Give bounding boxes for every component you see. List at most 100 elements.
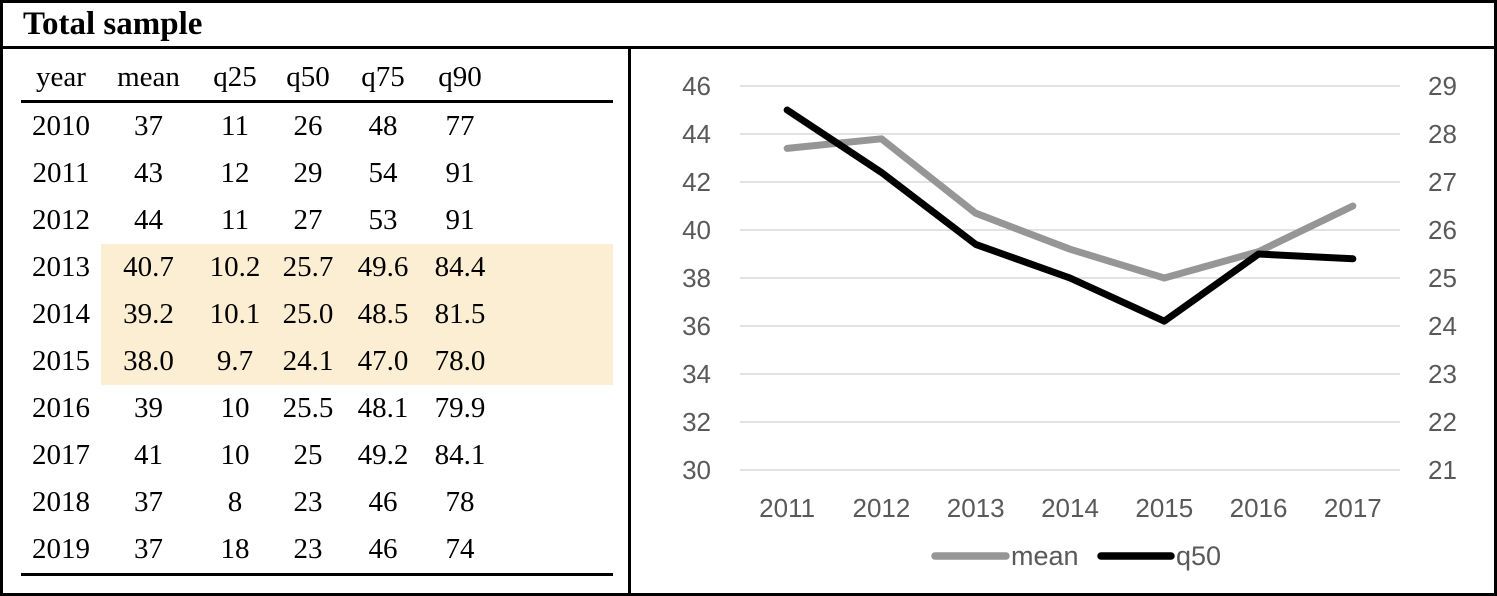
- value-cell: 84.1: [434, 439, 486, 471]
- value-cell: [496, 291, 613, 338]
- value-cell: 41: [134, 439, 163, 471]
- legend-label-q50: q50: [1176, 541, 1221, 571]
- value-cell: 77: [445, 110, 475, 142]
- table-header: year mean q25 q50 q75 q90: [21, 55, 613, 103]
- y-axis-tick-right: 23: [1428, 359, 1457, 389]
- x-axis-tick: 2016: [1230, 493, 1288, 523]
- value-cell: 26: [293, 110, 323, 142]
- panel-title: Total sample: [23, 6, 203, 42]
- value-cell: 79.9: [434, 392, 486, 424]
- legend-label-mean: mean: [1011, 541, 1079, 571]
- value-cell: [496, 385, 613, 432]
- table-header-cell: q50: [274, 55, 342, 103]
- value-cell: 84.4: [424, 244, 496, 291]
- value-cell: [496, 479, 613, 526]
- x-axis-tick: 2012: [853, 493, 911, 523]
- y-axis-tick-left: 38: [682, 263, 711, 293]
- y-axis-tick-left: 44: [682, 119, 711, 149]
- value-cell: 25.5: [282, 392, 334, 424]
- table-row: 2018 37 8 23 46 78: [21, 479, 613, 526]
- title-divider-line: [3, 46, 1494, 49]
- x-axis-tick: 2017: [1324, 493, 1382, 523]
- value-cell: 53: [368, 204, 398, 236]
- value-cell: 91: [445, 157, 475, 189]
- value-cell: 11: [221, 110, 249, 142]
- table-header-cell: q90: [424, 55, 496, 103]
- y-axis-tick-left: 30: [682, 455, 711, 485]
- value-cell: 81.5: [424, 291, 496, 338]
- value-cell: 11: [221, 204, 249, 236]
- y-axis-tick-right: 25: [1428, 263, 1457, 293]
- value-cell: 74: [424, 526, 496, 576]
- y-axis-tick-right: 21: [1428, 455, 1457, 485]
- table-row: 2010 37 11 26 48 77: [21, 102, 613, 151]
- y-axis-tick-left: 46: [682, 71, 711, 101]
- table-row: 2012 44 11 27 53 91: [21, 197, 613, 244]
- y-axis-tick-right: 26: [1428, 215, 1457, 245]
- y-axis-tick-right: 27: [1428, 167, 1457, 197]
- panel-divider-line: [628, 49, 631, 593]
- table-body: 2010 37 11 26 48 77 2011 43 12 29 54 91 2012 44 11 27 53…: [21, 102, 613, 576]
- value-cell: 46: [342, 526, 424, 576]
- year-cell: 2013: [32, 251, 90, 283]
- value-cell: [496, 526, 613, 576]
- value-cell: [496, 338, 613, 385]
- year-cell: 2012: [32, 204, 90, 236]
- value-cell: 47.0: [342, 338, 424, 385]
- value-cell: 39.2: [101, 291, 196, 338]
- value-cell: 49.6: [342, 244, 424, 291]
- value-cell: 23: [274, 526, 342, 576]
- summary-stats-table: year mean q25 q50 q75 q90 2010 37 11 26 48 77 2011 4…: [21, 55, 613, 576]
- year-cell: 2016: [32, 392, 90, 424]
- year-cell: 2011: [32, 157, 90, 189]
- value-cell: 10.1: [196, 291, 274, 338]
- value-cell: 38.0: [101, 338, 196, 385]
- value-cell: 27: [293, 204, 323, 236]
- y-axis-tick-right: 29: [1428, 71, 1457, 101]
- value-cell: 48: [368, 110, 398, 142]
- table-header-row: year mean q25 q50 q75 q90: [21, 55, 613, 103]
- table-header-cell: [496, 55, 613, 103]
- value-cell: 9.7: [196, 338, 274, 385]
- y-axis-tick-right: 28: [1428, 119, 1457, 149]
- year-cell: 2019: [21, 526, 101, 576]
- y-axis-tick-left: 34: [682, 359, 711, 389]
- value-cell: 12: [220, 157, 250, 189]
- year-cell: 2018: [32, 486, 90, 518]
- value-cell: 37: [101, 526, 196, 576]
- table-header-cell: year: [21, 55, 101, 103]
- value-cell: [496, 244, 613, 291]
- y-axis-tick-right: 22: [1428, 407, 1457, 437]
- value-cell: 78.0: [424, 338, 496, 385]
- value-cell: 39: [134, 392, 163, 424]
- value-cell: 25.7: [274, 244, 342, 291]
- table-row: 2014 39.2 10.1 25.0 48.5 81.5: [21, 291, 613, 338]
- value-cell: 40.7: [101, 244, 196, 291]
- value-cell: 48.5: [342, 291, 424, 338]
- table-row: 2011 43 12 29 54 91: [21, 150, 613, 197]
- value-cell: 37: [134, 110, 163, 142]
- table-row: 2015 38.0 9.7 24.1 47.0 78.0: [21, 338, 613, 385]
- value-cell: [496, 432, 613, 479]
- y-axis-tick-left: 42: [682, 167, 711, 197]
- value-cell: 44: [134, 204, 163, 236]
- value-cell: 8: [227, 486, 243, 518]
- year-cell: 2010: [32, 110, 90, 142]
- value-cell: [496, 102, 613, 151]
- table-row: 2016 39 10 25.5 48.1 79.9: [21, 385, 613, 432]
- value-cell: 43: [134, 157, 163, 189]
- value-cell: 24.1: [274, 338, 342, 385]
- dual-axis-line-chart: 46 29 44 28 42 27 40 26 38 25 36 24 34 23 32 22 30 21 2011…: [682, 71, 1457, 571]
- value-cell: 29: [293, 157, 323, 189]
- x-axis-tick: 2015: [1135, 493, 1193, 523]
- y-axis-tick-right: 24: [1428, 311, 1457, 341]
- value-cell: [496, 150, 613, 197]
- y-axis-tick-left: 32: [682, 407, 711, 437]
- year-cell: 2015: [32, 345, 90, 377]
- y-axis-tick-left: 36: [682, 311, 711, 341]
- value-cell: 10: [220, 439, 250, 471]
- value-cell: 37: [134, 486, 163, 518]
- value-cell: 10.2: [196, 244, 274, 291]
- table-row: 2013 40.7 10.2 25.7 49.6 84.4: [21, 244, 613, 291]
- year-cell: 2014: [32, 298, 90, 330]
